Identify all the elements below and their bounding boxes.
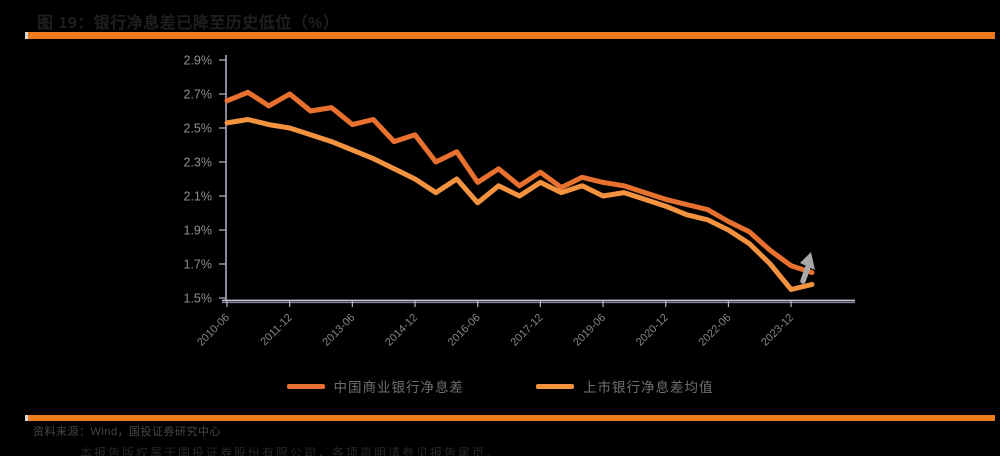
series-line-0 <box>224 89 815 275</box>
x-axis-tick-label: 2022-06 <box>697 312 734 349</box>
rule-left-cap <box>25 415 28 421</box>
x-axis-tick-label: 2017-12 <box>508 312 545 349</box>
y-axis-tick-label: 1.9% <box>184 224 213 238</box>
legend-swatch-commercial-banks <box>286 383 325 389</box>
x-axis-tick-label: 2019-06 <box>571 312 608 349</box>
legend-label-listed-banks: 上市银行净息差均值 <box>583 380 714 395</box>
x-axis-tick-label: 2023-12 <box>759 312 796 349</box>
y-axis-tick-label: 1.5% <box>184 292 213 306</box>
footer-divider-rule <box>25 415 995 421</box>
y-axis-tick-label: 2.3% <box>184 156 213 170</box>
chart-legend: 中国商业银行净息差 上市银行净息差均值 <box>0 376 1000 396</box>
x-axis-tick-label: 2016-06 <box>446 312 483 349</box>
x-axis-tick-label: 2020-12 <box>634 312 671 349</box>
series-line-1 <box>224 117 815 292</box>
rule-orange-bar <box>28 32 995 39</box>
x-axis-tick-label: 2011-12 <box>258 312 294 348</box>
rule-left-cap <box>25 32 28 39</box>
y-axis-tick-label: 2.7% <box>184 88 213 102</box>
figure-title: 图 19：银行净息差已降至历史低位（%） <box>37 15 340 32</box>
legend-item-commercial-banks: 中国商业银行净息差 <box>286 376 465 396</box>
trend-arrow-head <box>800 252 815 270</box>
y-axis-tick-label: 2.1% <box>184 190 213 204</box>
rule-orange-bar <box>28 415 995 421</box>
y-axis-tick-label: 2.9% <box>184 54 213 68</box>
cutoff-disclaimer-text: 本报告版权属于国投证券股份有限公司，各项声明请参见报告尾页。 <box>80 446 501 456</box>
x-axis-tick-label: 2013-06 <box>320 312 357 349</box>
trend-arrow-shaft <box>800 261 812 284</box>
x-axis-tick-label: 2014-12 <box>383 312 420 349</box>
nim-line-chart: 2.9% 2.7% 2.5% 2.3% 2.1% 1.9% 1.7% 1.5% 2010-06 2… <box>184 54 855 349</box>
title-divider-rule <box>25 32 995 39</box>
y-axis-tick-label: 1.7% <box>184 258 213 272</box>
y-axis-tick-label: 2.5% <box>184 122 213 136</box>
x-axis-tick-label: 2010-06 <box>195 312 232 349</box>
legend-swatch-listed-banks <box>536 383 574 389</box>
data-source-note: 资料来源：Wind，国投证券研究中心 <box>33 426 222 438</box>
legend-label-commercial-banks: 中国商业银行净息差 <box>333 380 464 395</box>
legend-item-listed-banks: 上市银行净息差均值 <box>536 376 714 396</box>
